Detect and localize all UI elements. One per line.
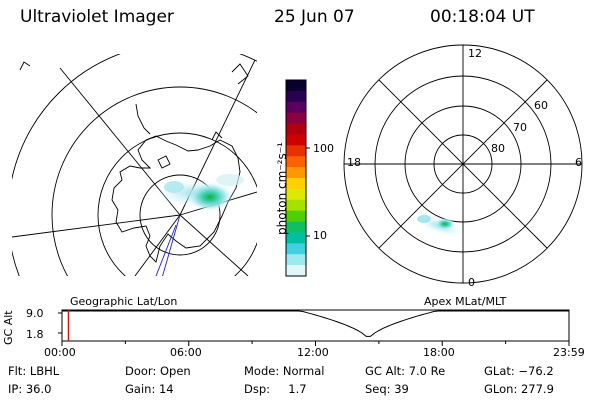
- colorbar-band: [286, 112, 306, 125]
- altitude-ylabel: GC Alt: [2, 310, 15, 345]
- colorbar-band: [286, 199, 306, 212]
- altitude-xtick-0600: 06:00: [170, 346, 202, 359]
- longitude-line: [12, 214, 181, 238]
- instrument-title: Ultraviolet Imager: [20, 7, 174, 27]
- mlat-label-60: 60: [534, 99, 548, 112]
- colorbar-band: [286, 90, 306, 103]
- colorbar-band: [286, 188, 306, 201]
- aurora-emission-right: [417, 215, 463, 237]
- apex-panel-label: Apex MLat/MLT: [424, 295, 507, 308]
- coastline-fragment: [157, 155, 171, 169]
- altitude-ytick-1.8: 1.8: [26, 328, 44, 341]
- colorbar-band: [286, 265, 306, 277]
- colorbar-band: [286, 254, 306, 266]
- colorbar-unit-label: photon cm⁻²s⁻¹: [275, 142, 289, 235]
- mlt-line-diagonal: [378, 79, 548, 249]
- mlt-label-12: 12: [468, 47, 482, 60]
- orbit-track: [162, 214, 181, 276]
- coastline-fragment: [231, 63, 249, 85]
- altitude-ytick-9: 9.0: [26, 307, 44, 320]
- colorbar-frame: [285, 79, 307, 277]
- colorbar-band: [286, 101, 306, 114]
- coastline-fragment: [19, 61, 31, 71]
- colorbar-band: [286, 134, 306, 146]
- status-glon: GLon: 277.9: [484, 382, 554, 396]
- status-mode: Mode: Normal: [244, 364, 325, 378]
- colorbar-band: [286, 243, 306, 255]
- colorbar-band: [286, 178, 306, 190]
- colorbar: [285, 79, 310, 277]
- mlt-label-0: 0: [468, 276, 475, 289]
- colorbar-band: [286, 123, 306, 135]
- mlt-label-6: 6: [575, 156, 582, 169]
- colorbar-tick-100: 100: [313, 142, 334, 155]
- status-ip: IP: 36.0: [8, 382, 52, 396]
- latitude-circle: [51, 86, 257, 276]
- mlat-label-70: 70: [513, 121, 527, 134]
- altitude-curve: [62, 310, 569, 337]
- colorbar-band: [286, 156, 306, 168]
- status-gc-alt: GC Alt: 7.0 Re: [365, 364, 446, 378]
- colorbar-band: [286, 80, 306, 92]
- latitude-circle: [97, 132, 257, 276]
- status-dsp: Dsp: 1.7: [244, 382, 307, 396]
- date-label: 25 Jun 07: [274, 7, 355, 27]
- altitude-xtick-1800: 18:00: [423, 346, 455, 359]
- latitude-circle: [139, 174, 221, 256]
- polar-grid: [343, 44, 583, 284]
- colorbar-band: [286, 210, 306, 223]
- status-door: Door: Open: [125, 364, 191, 378]
- geographic-panel-label: Geographic Lat/Lon: [70, 295, 178, 308]
- coastline-fragment: [135, 103, 151, 135]
- status-seq: Seq: 39: [365, 382, 409, 396]
- status-gain: Gain: 14: [125, 382, 174, 396]
- colorbar-band: [286, 145, 306, 157]
- altitude-xtick-2359: 23:59: [553, 346, 585, 359]
- aurora-emission-left: [152, 174, 244, 211]
- mlat-label-80: 80: [491, 142, 505, 155]
- orbit-track: [155, 224, 177, 276]
- longitude-line: [179, 214, 249, 276]
- antarctica-coastline: [111, 135, 241, 263]
- mlt-label-18: 18: [347, 156, 361, 169]
- altitude-xtick-1200: 12:00: [297, 346, 329, 359]
- longitude-line: [134, 214, 181, 276]
- colorbar-band: [286, 221, 306, 233]
- colorbar-band: [286, 232, 306, 244]
- status-flt: Flt: LBHL: [8, 364, 60, 378]
- altitude-plot: [58, 309, 570, 346]
- altitude-xtick-0000: 00:00: [44, 346, 76, 359]
- colorbar-band: [286, 167, 306, 179]
- coastline-fragment: [211, 131, 223, 141]
- colorbar-tick-10: 10: [313, 229, 327, 242]
- status-glat: GLat: −76.2: [484, 364, 554, 378]
- time-label: 00:18:04 UT: [430, 7, 535, 27]
